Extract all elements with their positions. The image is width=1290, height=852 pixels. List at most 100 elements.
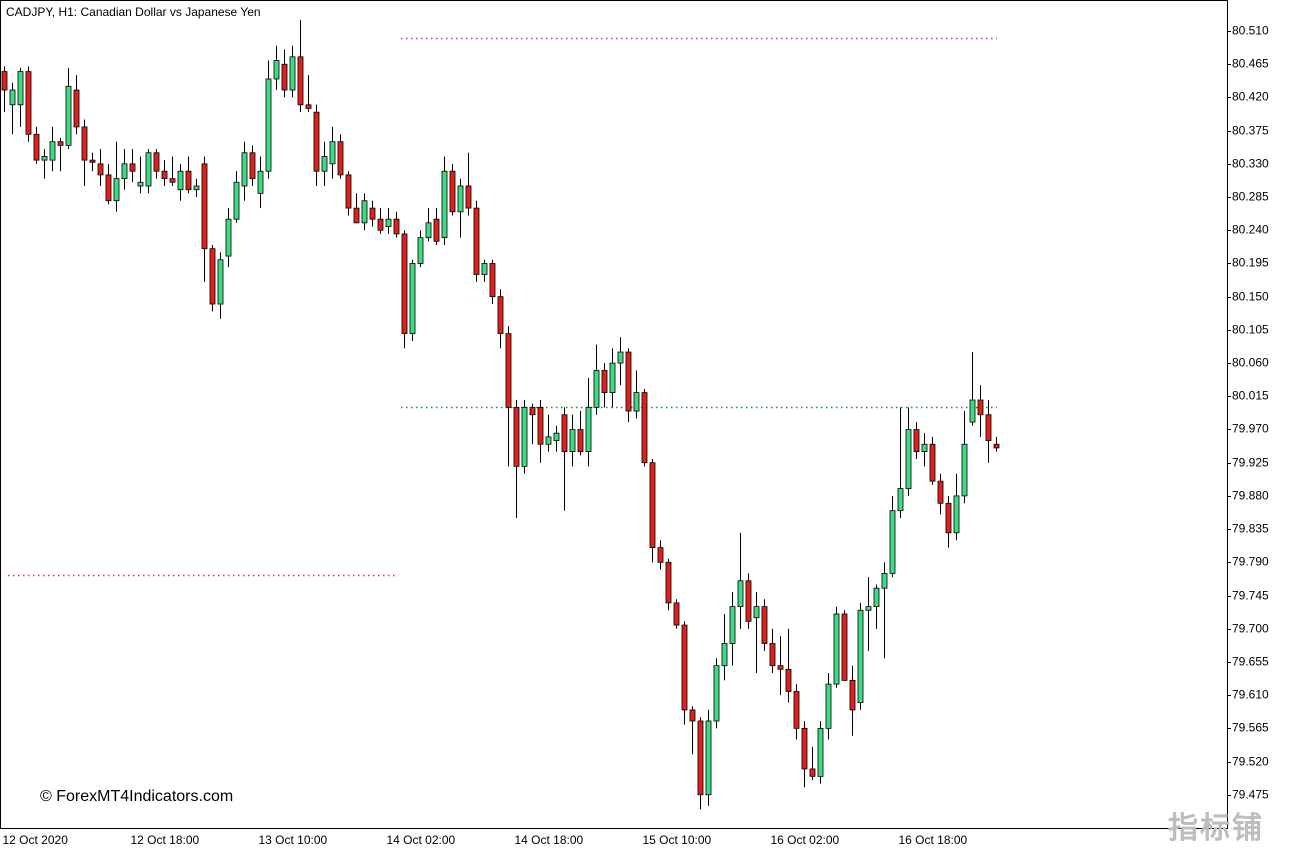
candle-body [249,152,256,179]
candle-body [665,561,672,604]
y-tick-label: 80.150 [1232,290,1269,304]
candle-body [841,613,848,681]
candle-body [353,207,360,224]
candle-body [801,727,808,770]
candle-body [713,665,720,722]
candle-body [761,606,768,644]
candle-body [697,720,704,796]
candle-body [497,296,504,334]
candle-body [817,727,824,777]
candle-body [857,609,864,703]
y-tick-label: 79.610 [1232,688,1269,702]
candle-body [257,170,264,194]
y-tick-label: 79.925 [1232,456,1269,470]
candle-body [969,399,976,423]
y-tick-label: 80.240 [1232,223,1269,237]
candle-body [345,174,352,209]
candle-body [409,263,416,334]
candle-body [41,156,48,161]
candle-body [641,392,648,464]
candle-body [73,89,80,128]
y-tick-label: 79.700 [1232,622,1269,636]
y-tick-label: 80.060 [1232,356,1269,370]
candle-body [329,141,336,165]
chart-title: CADJPY, H1: Canadian Dollar vs Japanese … [6,5,261,19]
candle-body [313,111,320,172]
x-tick-label: 16 Oct 18:00 [899,833,968,847]
candle-body [81,126,88,161]
candle-body [25,71,32,135]
candle-body [545,436,552,445]
candle-body [809,768,816,777]
x-tick-label: 15 Oct 10:00 [643,833,712,847]
candle-body [265,78,272,172]
x-tick-label: 13 Oct 10:00 [259,833,328,847]
candle-body [705,720,712,796]
candle-body [985,414,992,441]
y-tick-label: 79.655 [1232,655,1269,669]
candle-body [145,152,152,187]
candle-body [57,141,64,146]
candle-body [9,89,16,106]
candle-body [337,141,344,176]
candle-body [793,691,800,729]
candle-body [297,56,304,106]
candle-body [505,333,512,408]
candle-body [33,133,40,161]
candle-body [65,85,72,146]
candle-body [225,218,232,257]
y-tick-label: 80.105 [1232,323,1269,337]
candle-body [97,163,104,176]
candle-body [753,606,760,619]
candle-body [825,683,832,729]
candle-body [137,181,144,187]
candle-body [977,399,984,416]
candle-body [577,429,584,453]
y-tick-label: 79.970 [1232,422,1269,436]
candle-body [993,443,1000,449]
candle-body [241,152,248,187]
candle-body [129,163,136,172]
candle-body [833,613,840,685]
candle-body [105,174,112,202]
candle-body [49,141,56,161]
candle-body [489,263,496,298]
candle-body [537,406,544,445]
watermark: © ForexMT4Indicators.com [40,788,233,805]
y-tick-label: 80.510 [1232,24,1269,38]
y-tick-label: 80.285 [1232,190,1269,204]
candle-body [601,370,608,393]
x-tick-label: 14 Oct 18:00 [515,833,584,847]
candle-body [201,163,208,250]
candle-body [849,680,856,711]
y-tick-label: 80.420 [1232,90,1269,104]
candle-body [153,152,160,172]
candle-body [465,185,472,209]
candle-body [561,414,568,453]
candle-body [881,573,888,589]
candle-body [657,547,664,563]
candle-body [1,71,8,91]
candle-body [473,207,480,275]
candle-body [721,643,728,667]
candle-body [113,178,120,202]
candle-body [361,200,368,224]
candle-body [897,488,904,512]
candle-body [769,643,776,667]
y-tick-label: 80.465 [1232,57,1269,71]
candle-body [193,185,200,191]
candle-body [457,185,464,213]
candle-body [737,580,744,608]
candle-body [17,71,24,106]
x-tick-label: 14 Oct 02:00 [387,833,456,847]
candle-body [185,170,192,191]
candle-body [393,218,400,235]
candle-body [169,178,176,183]
candle-body [217,259,224,305]
y-tick-label: 80.015 [1232,389,1269,403]
candle-body [161,170,168,179]
candle-body [777,665,784,670]
candle-body [209,248,216,305]
candle-body [289,56,296,91]
